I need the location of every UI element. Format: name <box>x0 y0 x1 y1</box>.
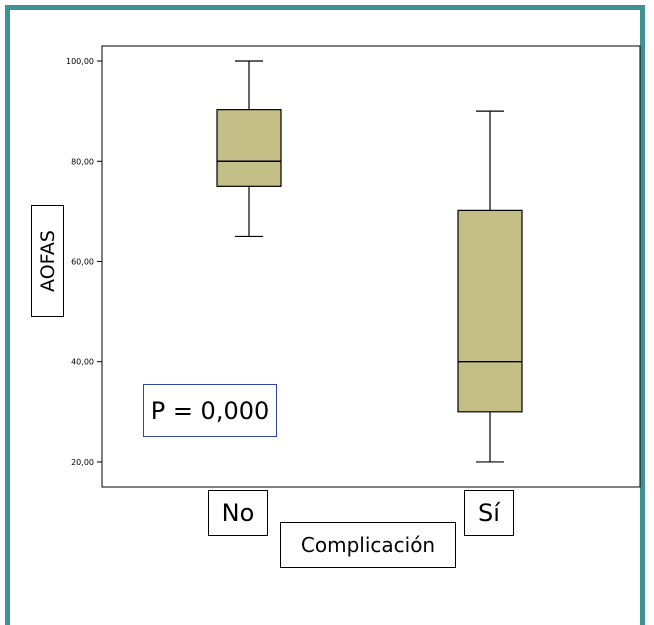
category-label-si: Sí <box>464 490 514 536</box>
chart-stage: 20,00 40,00 60,00 80,00 100,00 No Sí Complic… <box>31 45 641 568</box>
y-tick-label: 20,00 <box>71 458 94 467</box>
y-axis-label: AOFAS <box>31 205 64 317</box>
y-tick-label: 100,00 <box>66 57 94 66</box>
y-axis-label-text: AOFAS <box>36 230 59 292</box>
y-tick-label: 40,00 <box>71 358 94 367</box>
y-tick-label: 60,00 <box>71 257 94 266</box>
p-value-annotation: P = 0,000 <box>143 384 277 437</box>
y-tick-label: 80,00 <box>71 157 94 166</box>
box-iqr <box>216 109 282 187</box>
x-axis-label: Complicación <box>280 522 456 568</box>
figure-frame <box>5 5 645 625</box>
box-iqr <box>457 209 523 413</box>
category-label-no: No <box>208 490 268 536</box>
boxplot-chart: 20,00 40,00 60,00 80,00 100,00 <box>66 45 641 488</box>
plot-area-frame <box>101 45 641 488</box>
